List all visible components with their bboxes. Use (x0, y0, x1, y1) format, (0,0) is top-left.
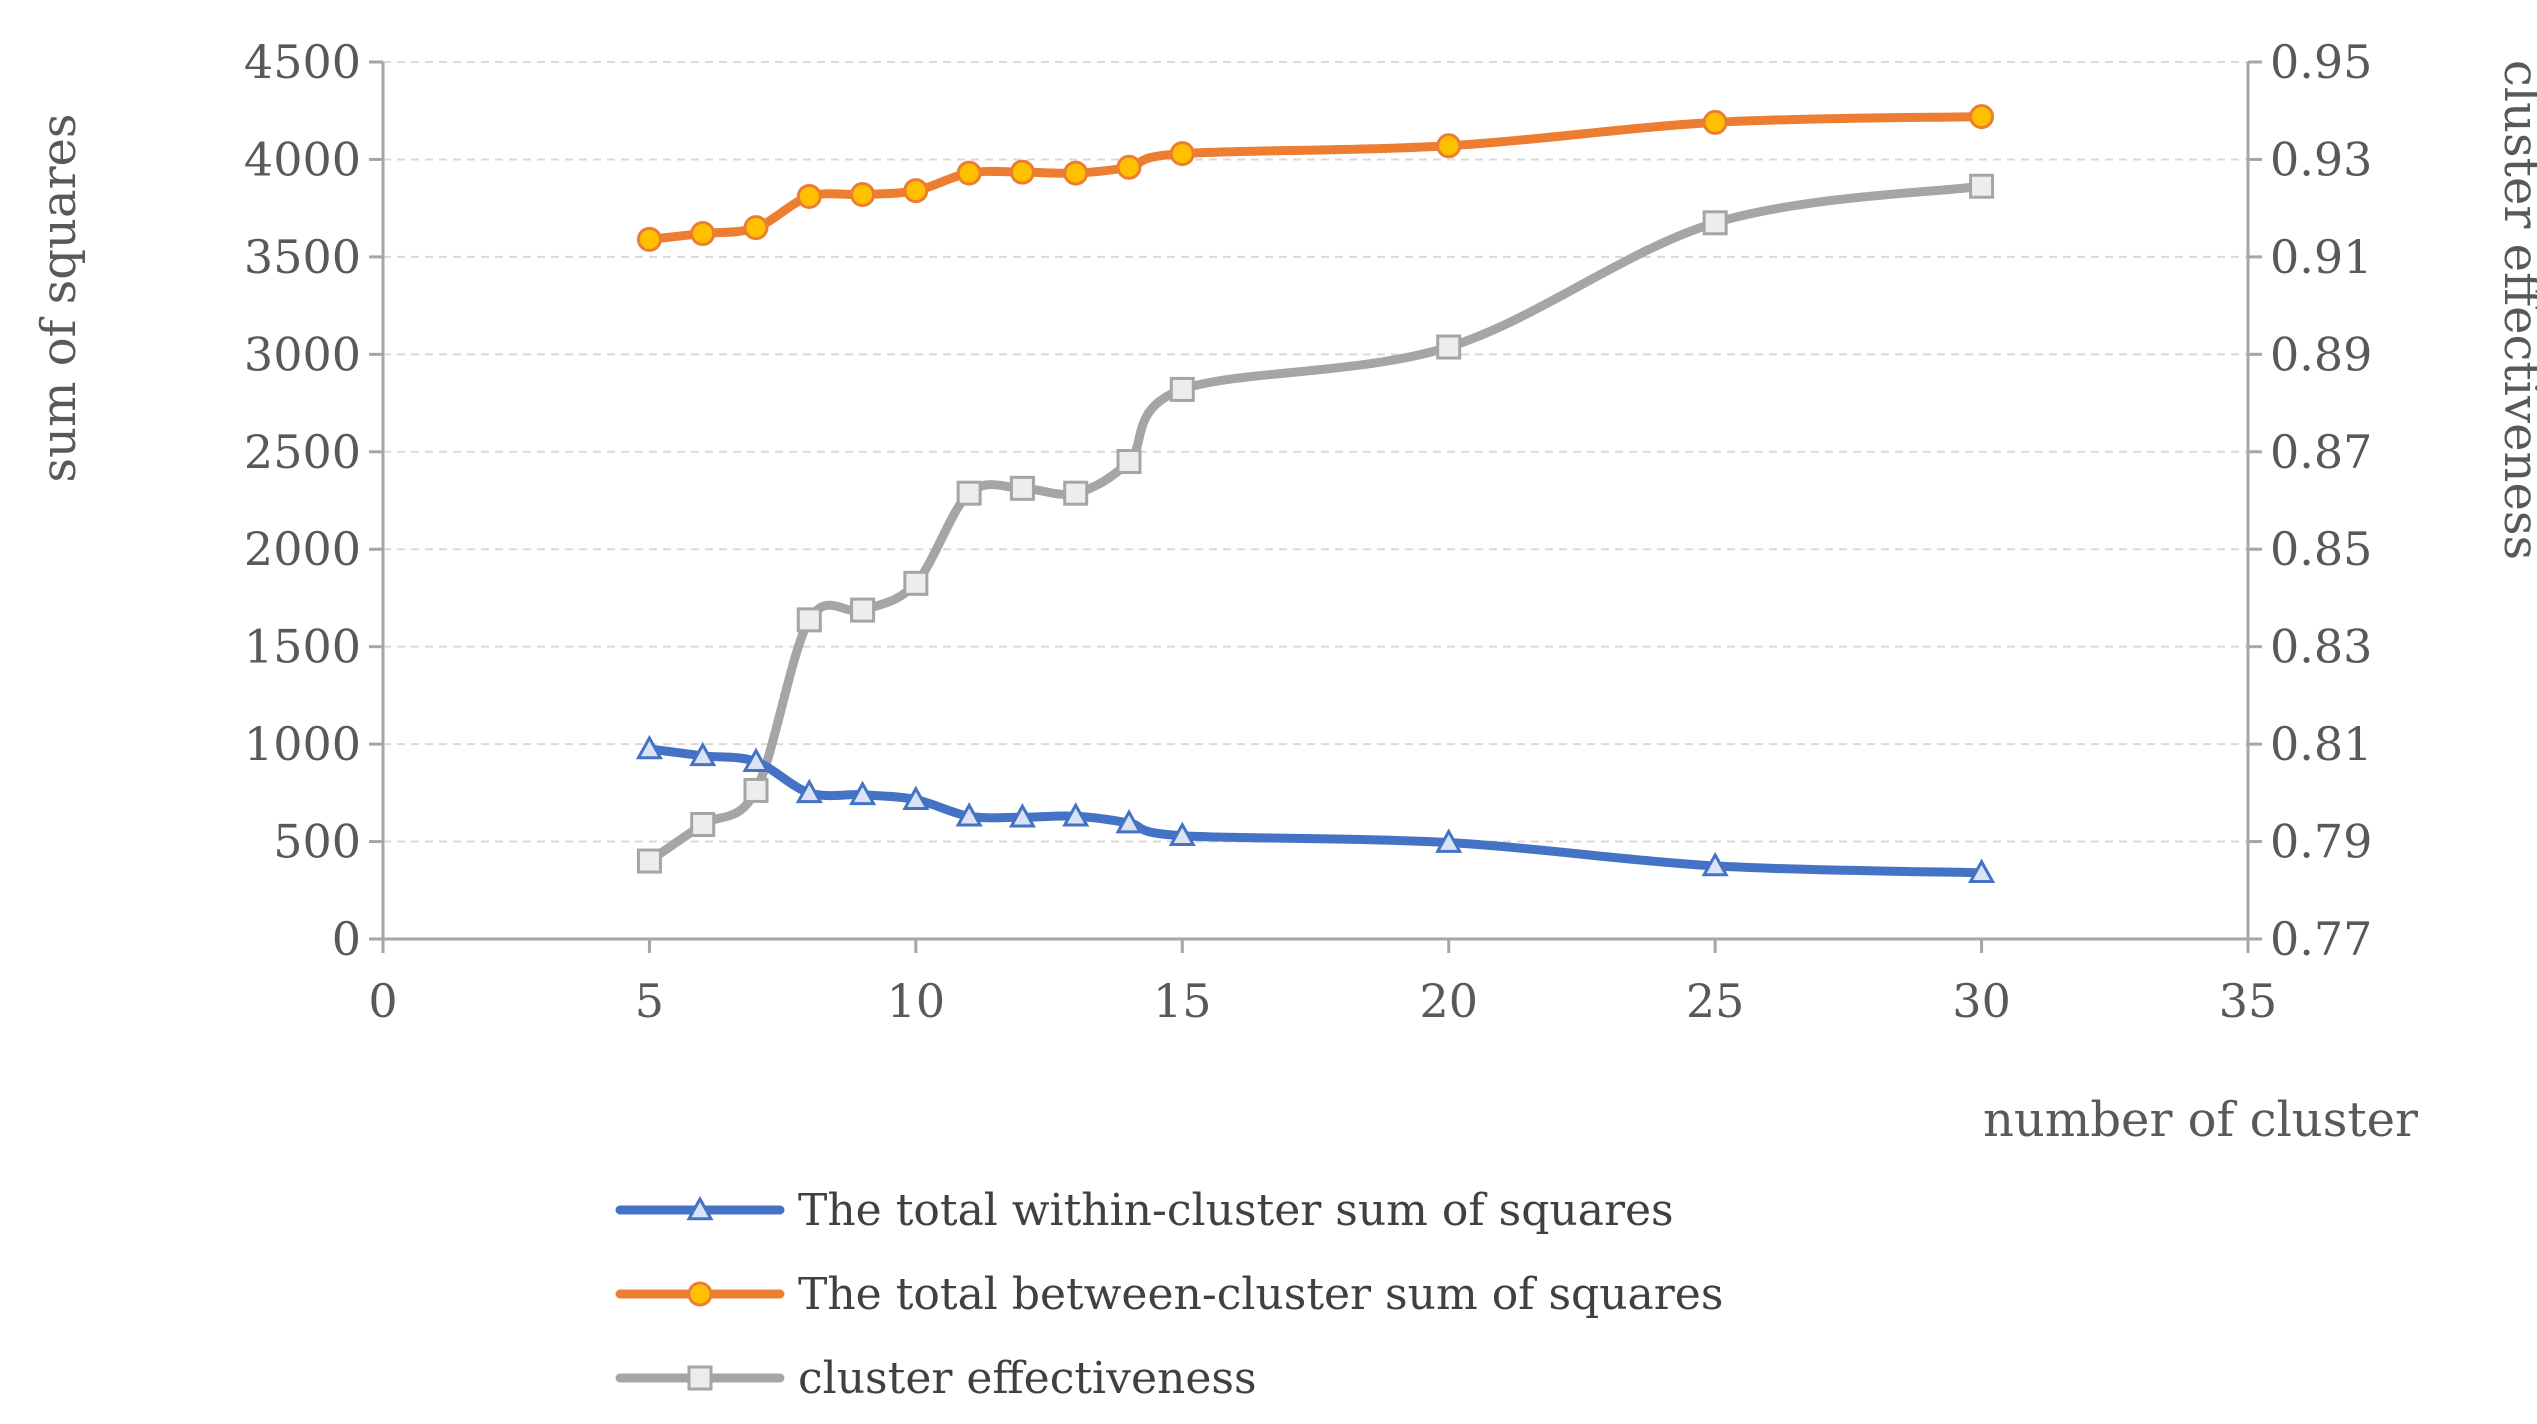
x-tick-label: 30 (1952, 974, 2011, 1028)
y-left-tick-label: 1500 (244, 620, 361, 674)
x-tick-label: 15 (1153, 974, 1212, 1028)
legend-item: cluster effectiveness (615, 1353, 1257, 1404)
legend-item: The total within-cluster sum of squares (615, 1185, 1674, 1236)
data-point (796, 607, 822, 633)
gridlines (383, 61, 2248, 843)
data-point (690, 812, 716, 838)
y-left-tick-label: 3500 (244, 230, 361, 284)
data-point (955, 802, 983, 827)
data-point (636, 848, 662, 874)
data-point (1701, 851, 1729, 877)
series-1 (636, 104, 1995, 252)
data-point (1009, 159, 1035, 185)
data-point (850, 597, 876, 623)
data-point (1436, 334, 1462, 360)
data-point (1063, 160, 1089, 186)
data-point (1169, 376, 1195, 402)
series-0 (635, 734, 1996, 884)
data-point (743, 777, 769, 803)
legend-marker (687, 1365, 713, 1391)
data-point (903, 178, 929, 204)
data-point (1116, 449, 1142, 475)
ticks (369, 60, 2262, 953)
data-point (1702, 210, 1728, 236)
data-point (743, 215, 769, 241)
y-left-tick-label: 500 (273, 815, 361, 869)
y-left-tick-label: 4500 (244, 35, 361, 89)
y-right-tick-label: 0.95 (2270, 35, 2372, 89)
data-point (1969, 104, 1995, 130)
x-tick-label: 0 (368, 974, 397, 1028)
legend-label: The total within-cluster sum of squares (798, 1185, 1674, 1236)
data-point (1436, 133, 1462, 159)
series-2 (636, 173, 1995, 874)
legend-label: cluster effectiveness (798, 1353, 1257, 1404)
data-point (1435, 828, 1463, 853)
x-tick-label: 5 (635, 974, 664, 1028)
data-point (850, 182, 876, 208)
series-line (644, 112, 1987, 244)
y-right-tick-label: 0.77 (2270, 912, 2372, 966)
data-point (1008, 803, 1036, 828)
data-point (1968, 858, 1996, 884)
data-point (903, 570, 929, 596)
y-right-tick-label: 0.85 (2270, 522, 2372, 576)
legend-label: The total between-cluster sum of squares (798, 1269, 1723, 1320)
data-point (1009, 475, 1035, 501)
data-point (956, 160, 982, 186)
x-tick-label: 10 (887, 974, 946, 1028)
y-right-tick-label: 0.87 (2270, 425, 2372, 479)
y-right-tick-label: 0.89 (2270, 327, 2372, 381)
y-right-tick-label: 0.91 (2270, 230, 2372, 284)
data-point (1702, 109, 1728, 135)
tick-labels: 0 500 1000 1500 2000 2500 3000 3500 4000 4500 0.77… (244, 35, 2373, 1028)
y-right-tick-label: 0.93 (2270, 132, 2372, 186)
data-point (1969, 173, 1995, 199)
data-point (795, 778, 823, 804)
data-point (849, 780, 877, 806)
data-point (1115, 808, 1143, 834)
series-layer (635, 104, 1996, 884)
y-left-tick-label: 2500 (244, 425, 361, 479)
data-point (956, 480, 982, 506)
x-tick-label: 25 (1686, 974, 1745, 1028)
data-point (902, 785, 930, 810)
y-left-tick-label: 4000 (244, 132, 361, 186)
data-point (1062, 802, 1090, 827)
x-tick-label: 20 (1419, 974, 1478, 1028)
y-axis-left-title: sum of squares (31, 113, 87, 482)
data-point (742, 747, 770, 772)
data-point (1063, 480, 1089, 506)
legend: The total within-cluster sum of squares T… (615, 1185, 1723, 1404)
y-left-tick-label: 1000 (244, 717, 361, 771)
data-point (1169, 141, 1195, 167)
series-line (644, 744, 1987, 878)
data-point (689, 741, 717, 767)
series-line (644, 181, 1987, 866)
x-tick-label: 35 (2219, 974, 2278, 1028)
legend-marker (687, 1281, 713, 1307)
y-right-tick-label: 0.81 (2270, 717, 2372, 771)
data-point (1168, 821, 1196, 847)
y-left-tick-label: 0 (332, 912, 361, 966)
data-point (690, 221, 716, 247)
y-right-tick-label: 0.79 (2270, 815, 2372, 869)
axes (381, 62, 2250, 941)
legend-marker (686, 1195, 714, 1221)
data-point (796, 183, 822, 209)
data-point (635, 734, 663, 760)
y-left-tick-label: 2000 (244, 522, 361, 576)
data-point (1116, 154, 1142, 180)
legend-item: The total between-cluster sum of squares (615, 1269, 1723, 1320)
x-axis-title: number of cluster (1983, 1092, 2418, 1148)
y-right-tick-label: 0.83 (2270, 620, 2372, 674)
data-point (636, 226, 662, 252)
y-left-tick-label: 3000 (244, 327, 361, 381)
y-axis-right-title: cluster effectiveness (2493, 60, 2537, 560)
